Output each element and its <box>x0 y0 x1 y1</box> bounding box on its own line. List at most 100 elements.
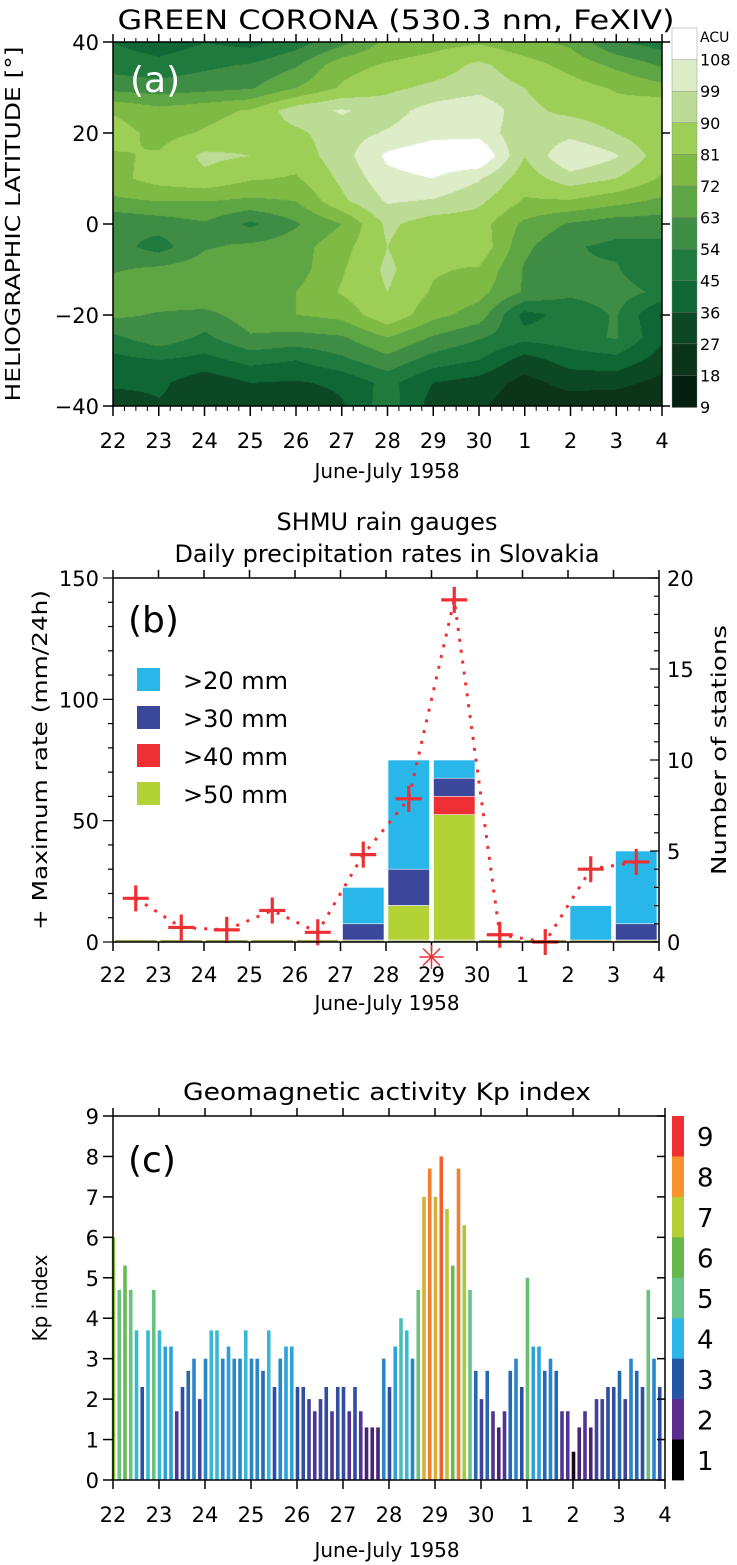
colorbar-label: 54 <box>700 240 720 259</box>
kp-bar <box>272 1386 277 1480</box>
bar-baseline <box>388 940 430 942</box>
kp-bar <box>134 1330 139 1480</box>
kp-colorbar-label: 2 <box>697 1406 714 1436</box>
kp-bar <box>163 1346 168 1480</box>
kp-bar <box>370 1427 375 1480</box>
asterisk-marker-icon <box>419 945 444 969</box>
kp-colorbar-swatch <box>672 1156 684 1198</box>
y-tick-label: 50 <box>72 810 99 834</box>
panel-b-x-ticks: 22 23 24 25 26 27 28 29 30 1 2 3 4 <box>100 570 666 987</box>
colorbar-label: 18 <box>700 366 720 385</box>
bar-gt30-mm <box>615 923 658 941</box>
colorbar-swatch <box>671 27 698 61</box>
kp-bar <box>312 1411 317 1480</box>
kp-bar <box>652 1358 656 1480</box>
kp-bar <box>249 1358 254 1480</box>
kp-colorbar-label: 3 <box>697 1366 714 1396</box>
kp-bar <box>399 1318 403 1480</box>
kp-colorbar-swatch <box>672 1116 684 1157</box>
x-tick-label: 4 <box>658 1503 671 1527</box>
colorbar-label: 36 <box>700 303 720 322</box>
x-tick-label: 25 <box>238 1503 265 1527</box>
x-tick-label: 29 <box>420 429 447 453</box>
kp-bar <box>456 1168 461 1480</box>
y2-tick-label: 15 <box>667 658 694 682</box>
kp-bar <box>468 1289 472 1480</box>
kp-bar <box>318 1399 323 1480</box>
panel-a-colorbar: 108 99 90 81 72 63 54 45 36 27 18 9 <box>671 27 731 417</box>
y-tick-label: 6 <box>86 1226 99 1250</box>
kp-bar <box>606 1386 610 1480</box>
panel-b-bars <box>115 759 658 942</box>
x-tick-label: 24 <box>191 963 218 987</box>
x-tick-label: 23 <box>146 1503 173 1527</box>
kp-bar <box>151 1289 156 1480</box>
y-tick-label: 2 <box>86 1388 99 1412</box>
panel-a-x-ticks: 22 23 24 25 26 27 28 29 30 1 2 3 4 <box>100 34 669 453</box>
y2-tick-label: 5 <box>667 840 680 864</box>
x-tick-label: 26 <box>282 963 309 987</box>
x-tick-label: 28 <box>374 429 401 453</box>
x-tick-label: 27 <box>327 963 354 987</box>
y-tick-label: 20 <box>72 122 99 146</box>
kp-bar <box>393 1346 398 1480</box>
colorbar-swatch <box>671 343 698 377</box>
kp-bar <box>128 1289 133 1480</box>
kp-bar <box>525 1277 530 1480</box>
y-tick-label: 0 <box>86 931 99 955</box>
kp-colorbar-swatch <box>672 1237 684 1279</box>
kp-bar <box>479 1399 484 1480</box>
panel-c-x-ticks: 22 23 24 25 26 27 28 29 30 1 2 3 4 <box>100 1108 672 1527</box>
max-rate-cross-marker <box>577 856 604 883</box>
kp-bar <box>301 1386 306 1480</box>
kp-bar <box>554 1370 559 1480</box>
colorbar-swatch <box>671 185 698 219</box>
colorbar-swatch <box>671 312 698 345</box>
corona-contour-map <box>113 42 662 406</box>
kp-bar <box>588 1427 593 1480</box>
kp-bar <box>485 1370 490 1480</box>
kp-bar <box>209 1330 214 1480</box>
kp-bar <box>381 1358 386 1480</box>
x-tick-label: 25 <box>237 429 264 453</box>
max-rate-cross-marker <box>304 919 331 946</box>
kp-bar <box>197 1399 202 1480</box>
kp-bar <box>617 1370 622 1480</box>
colorbar-swatch <box>671 375 698 408</box>
kp-bar <box>255 1358 260 1480</box>
kp-bar <box>531 1346 536 1480</box>
y2-tick-label: 20 <box>667 567 694 591</box>
kp-bar <box>565 1411 570 1480</box>
y-tick-label: 4 <box>86 1307 99 1331</box>
kp-bar <box>157 1330 162 1480</box>
kp-colorbar-swatch <box>672 1318 684 1360</box>
y-tick-label: 7 <box>86 1186 99 1210</box>
kp-colorbar-label: 5 <box>697 1285 714 1315</box>
panel-a-label: (a) <box>130 60 180 101</box>
bar-baseline <box>251 940 293 942</box>
kp-bar <box>404 1330 409 1480</box>
y2-tick-label: 0 <box>667 931 680 955</box>
panel-c-ylabel: Kp index <box>28 1254 52 1341</box>
y-tick-label: 1 <box>86 1429 99 1453</box>
panel-c-y-ticks: 0 1 2 3 4 5 6 7 8 9 <box>86 1105 665 1493</box>
kp-bar <box>594 1399 599 1480</box>
x-tick-label: 2 <box>566 1503 579 1527</box>
kp-bar <box>445 1209 449 1480</box>
y2-tick-label: 10 <box>667 749 694 773</box>
panel-b-y-ticks: 0 50 100 150 <box>59 567 113 955</box>
colorbar-swatch <box>671 248 698 282</box>
colorbar-swatch <box>671 122 698 156</box>
colorbar-label: 81 <box>700 145 720 164</box>
kp-bar <box>289 1346 294 1480</box>
bar-baseline <box>615 940 657 942</box>
x-tick-label: 3 <box>607 963 620 987</box>
kp-bar <box>192 1358 196 1480</box>
kp-bar <box>640 1386 645 1480</box>
kp-colorbar-label: 1 <box>697 1447 714 1477</box>
max-rate-cross-marker <box>623 848 650 875</box>
kp-bar <box>123 1265 127 1480</box>
kp-bar <box>629 1358 633 1480</box>
kp-bar <box>238 1358 242 1480</box>
kp-bar <box>491 1411 495 1480</box>
